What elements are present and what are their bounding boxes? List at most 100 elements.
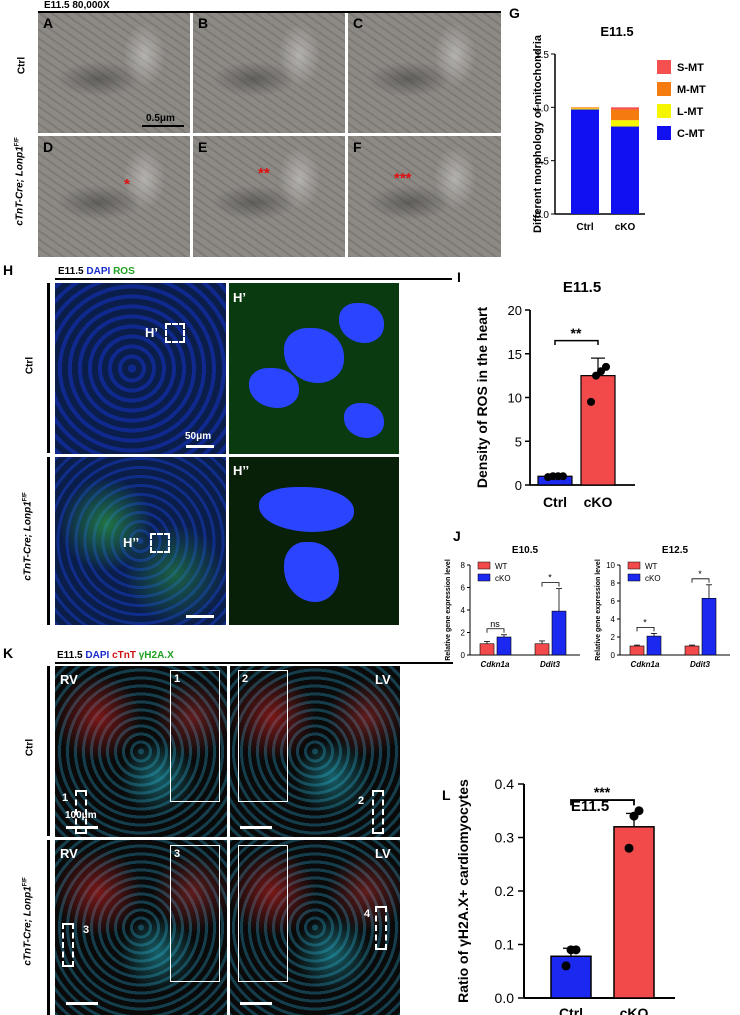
k-rv-label-2: RV xyxy=(60,846,78,861)
panel-i-letter: I xyxy=(457,270,461,285)
l-bar xyxy=(613,826,655,999)
g-bar-C-MT xyxy=(571,109,599,214)
l-sig-bracket xyxy=(570,799,635,806)
j2-sig-label: * xyxy=(643,617,647,627)
l-point xyxy=(634,806,644,816)
i-ytick-label: 20 xyxy=(508,303,522,318)
g-legend-label: C-MT xyxy=(677,128,705,140)
j2-x-label: Ddit3 xyxy=(690,660,711,669)
g-bar-C-MT xyxy=(611,126,639,214)
j1-legend-swatch xyxy=(477,573,491,582)
g-legend-label: M-MT xyxy=(677,84,706,96)
l-x-label: Ctrl xyxy=(559,1005,583,1015)
l-point xyxy=(624,843,634,853)
j1-sig-label: * xyxy=(548,573,552,583)
l-point xyxy=(561,961,571,971)
j2-ytick-label: 2 xyxy=(611,633,616,642)
i-point xyxy=(602,362,610,371)
ros-box1-label: H’ xyxy=(145,325,158,340)
g-x-label: Ctrl xyxy=(576,222,593,233)
j2-bar-cKO xyxy=(646,635,662,656)
j2-legend-label: WT xyxy=(645,562,658,571)
j2-bar-WT xyxy=(684,645,700,656)
panel-l-letter: L xyxy=(442,787,451,803)
k-stain-gh2ax: γH2A.X xyxy=(138,650,174,661)
ros-zoom2-label: H’’ xyxy=(233,463,250,478)
i-y-label: Density of ROS in the heart xyxy=(474,307,490,489)
j2-ytick-label: 8 xyxy=(611,579,616,588)
ros-stain-age: E11.5 xyxy=(58,266,84,277)
g-bar-L-MT xyxy=(571,108,599,110)
k-stain-legend: E11.5 DAPI cTnT γH2A.X xyxy=(57,650,174,661)
panel-k-letter: K xyxy=(3,645,14,661)
k-sep-bottom xyxy=(47,840,50,1015)
k-row-ctrl: Ctrl xyxy=(24,738,36,757)
k-inset-2 xyxy=(238,670,288,802)
chart-i: I E11.5 0 5 10 15 20 Density of ROS in the hear… xyxy=(457,270,635,510)
j1-sig-label: ns xyxy=(490,619,500,629)
j2-title: E12.5 xyxy=(662,545,689,556)
em-label-f: F xyxy=(353,139,362,155)
k-box-3-label: 3 xyxy=(83,924,90,936)
k-box-2 xyxy=(372,790,384,834)
k-inset-1 xyxy=(170,670,220,802)
g-legend-swatch xyxy=(657,60,671,74)
j1-ytick-label: 4 xyxy=(461,606,466,615)
j2-y-label: Relative gene expression level xyxy=(595,559,602,661)
j2-bar-cKO xyxy=(701,597,717,656)
g-x-label: cKO xyxy=(615,222,636,233)
j2-sig-bracket xyxy=(636,627,655,632)
chart-l: L E11.5 0.0 0.1 0.2 0.3 0.4 Ratio of γH2A.X+ ca… xyxy=(442,776,675,1015)
g-y-label: Different morphology of mitochondria xyxy=(532,34,544,233)
ros-ctrl-zoom xyxy=(229,283,399,454)
g-ytick-label: 0.0 xyxy=(535,210,549,221)
j2-ytick-label: 4 xyxy=(611,615,616,624)
k-box-3 xyxy=(62,923,74,967)
k-lv-label-1: LV xyxy=(375,672,391,687)
j2-sig-bracket xyxy=(691,578,710,583)
ros-stain-dapi: DAPI xyxy=(86,266,111,277)
g-bar-S-MT xyxy=(611,107,639,110)
ros-cko-image xyxy=(55,457,226,625)
k-scale-bar-1 xyxy=(66,826,98,829)
l-y-label: Ratio of γH2A.X+ cardiomyocytes xyxy=(455,779,471,1003)
k-inset-3 xyxy=(170,845,220,982)
panel-g-letter: G xyxy=(509,5,520,21)
k-ctrl-lv-image xyxy=(230,666,400,837)
j2-legend-swatch xyxy=(627,561,641,570)
em-image-c xyxy=(348,13,501,133)
k-cko-rv-image xyxy=(55,840,227,1015)
ros-sep-top xyxy=(47,283,50,453)
g-legend-swatch xyxy=(657,104,671,118)
j1-sig-bracket xyxy=(541,582,560,587)
k-box-4 xyxy=(375,906,387,950)
em-row-cko: cTnT-Cre; Lonp1F/F xyxy=(14,137,26,226)
g-legend-swatch xyxy=(657,126,671,140)
k-inset-4 xyxy=(238,845,288,982)
j1-bar-cKO xyxy=(496,636,512,656)
k-scale-bar-2 xyxy=(240,826,272,829)
l-point xyxy=(571,945,581,955)
j1-bar-WT xyxy=(534,643,550,656)
em-label-a: A xyxy=(43,15,54,31)
j1-x-label: Ddit3 xyxy=(540,660,561,669)
k-scale-bar-4 xyxy=(240,1002,272,1005)
i-ytick-label: 0 xyxy=(515,478,522,493)
j1-sig-bracket xyxy=(486,628,505,633)
em-mark-e: ** xyxy=(258,165,270,182)
em-image-b xyxy=(193,13,345,133)
j2-x-label: Cdkn1a xyxy=(631,660,660,669)
g-bar-M-MT xyxy=(571,107,599,109)
k-scale-bar-3 xyxy=(66,1002,98,1005)
i-sig-label: ** xyxy=(571,325,582,341)
k-box-1 xyxy=(75,790,87,834)
j1-bar-cKO xyxy=(551,610,567,656)
ros-cko-zoom xyxy=(229,457,399,625)
ros-ctrl-image xyxy=(55,283,226,454)
k-inset-2-label: 2 xyxy=(242,673,249,685)
g-ytick-label: 1.5 xyxy=(535,50,549,61)
j2-legend-swatch xyxy=(627,573,641,582)
k-lv-label-2: LV xyxy=(375,846,391,861)
em-image-d xyxy=(38,136,190,257)
ros-row-ctrl: Ctrl xyxy=(24,356,36,375)
